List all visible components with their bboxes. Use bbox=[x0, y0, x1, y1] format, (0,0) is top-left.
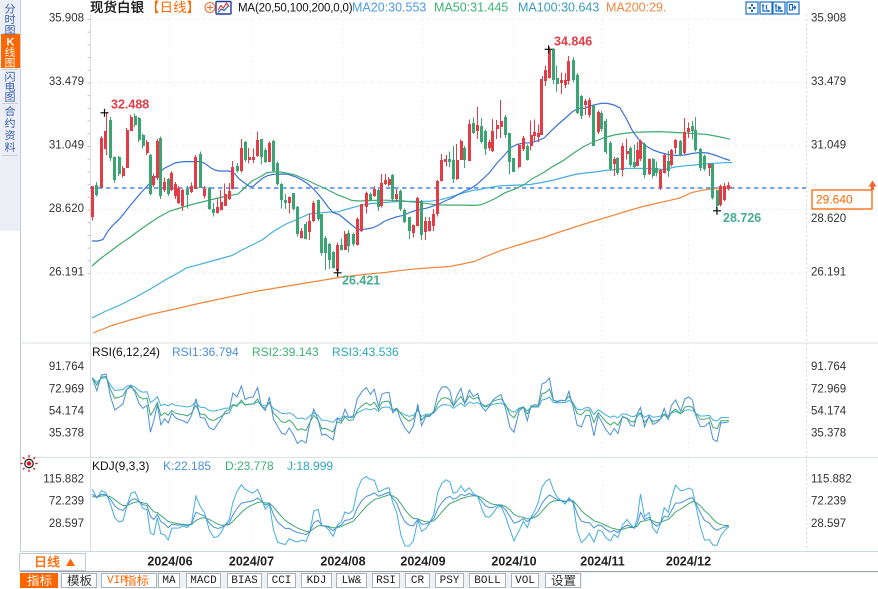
svg-text:26.191: 26.191 bbox=[811, 267, 846, 279]
svg-text:35.378: 35.378 bbox=[49, 428, 84, 440]
svg-text:115.882: 115.882 bbox=[43, 474, 84, 486]
svg-text:K:22.185: K:22.185 bbox=[163, 459, 211, 473]
svg-text:D:23.778: D:23.778 bbox=[225, 459, 274, 473]
svg-text:33.479: 33.479 bbox=[49, 76, 84, 88]
svg-text:28.726: 28.726 bbox=[723, 211, 761, 225]
svg-text:72.239: 72.239 bbox=[811, 496, 846, 508]
svg-text:MA200:29.: MA200:29. bbox=[606, 1, 666, 15]
svg-text:35.908: 35.908 bbox=[49, 13, 84, 25]
svg-text:72.239: 72.239 bbox=[49, 496, 84, 508]
svg-text:91.764: 91.764 bbox=[811, 361, 847, 373]
svg-text:31.049: 31.049 bbox=[811, 140, 846, 152]
svg-text:MA20:30.553: MA20:30.553 bbox=[352, 1, 426, 15]
svg-text:31.049: 31.049 bbox=[49, 140, 84, 152]
svg-text:32.488: 32.488 bbox=[111, 98, 149, 112]
svg-text:33.479: 33.479 bbox=[811, 76, 846, 88]
svg-text:34.846: 34.846 bbox=[554, 35, 592, 49]
svg-text:RSI(6,12,24): RSI(6,12,24) bbox=[92, 345, 160, 359]
svg-text:J:18.999: J:18.999 bbox=[287, 459, 333, 473]
svg-text:72.969: 72.969 bbox=[811, 384, 846, 396]
svg-text:54.174: 54.174 bbox=[811, 406, 847, 418]
svg-text:28.620: 28.620 bbox=[49, 203, 84, 215]
svg-text:28.597: 28.597 bbox=[49, 518, 84, 530]
svg-text:MA100:30.643: MA100:30.643 bbox=[518, 1, 599, 15]
svg-text:72.969: 72.969 bbox=[49, 384, 84, 396]
svg-text:28.620: 28.620 bbox=[811, 213, 846, 225]
svg-text:KDJ(9,3,3): KDJ(9,3,3) bbox=[92, 459, 149, 473]
svg-text:28.597: 28.597 bbox=[811, 518, 846, 530]
svg-text:MA50:31.445: MA50:31.445 bbox=[434, 1, 508, 15]
svg-text:35.908: 35.908 bbox=[811, 13, 846, 25]
svg-text:91.764: 91.764 bbox=[49, 361, 85, 373]
svg-text:RSI2:39.143: RSI2:39.143 bbox=[252, 345, 319, 359]
svg-text:26.191: 26.191 bbox=[49, 267, 84, 279]
svg-text:35.378: 35.378 bbox=[811, 428, 846, 440]
svg-text:26.421: 26.421 bbox=[342, 274, 380, 288]
svg-text:MA(20,50,100,200,0,0): MA(20,50,100,200,0,0) bbox=[238, 3, 353, 15]
svg-text:RSI3:43.536: RSI3:43.536 bbox=[332, 345, 399, 359]
svg-text:54.174: 54.174 bbox=[49, 406, 85, 418]
svg-text:115.882: 115.882 bbox=[811, 474, 852, 486]
svg-text:RSI1:36.794: RSI1:36.794 bbox=[172, 345, 239, 359]
svg-text:29.640: 29.640 bbox=[816, 193, 853, 207]
